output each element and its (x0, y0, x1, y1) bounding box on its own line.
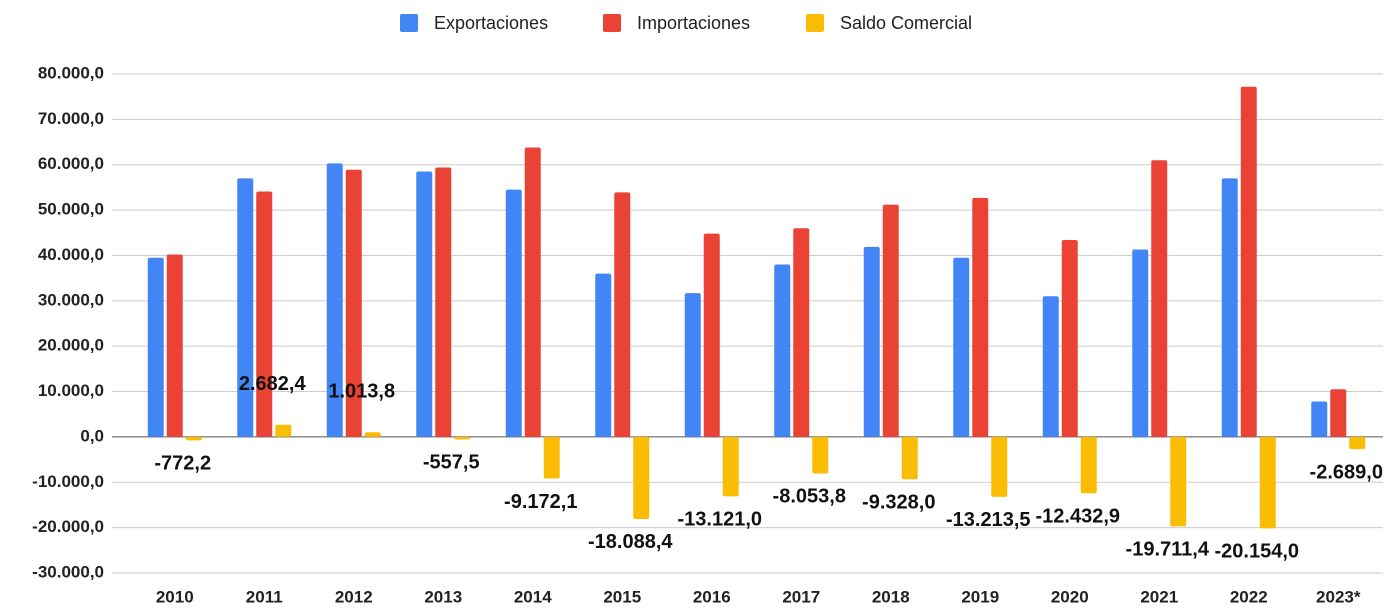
data-label: -772,2 (154, 453, 211, 475)
data-label: -557,5 (423, 452, 480, 474)
data-label: 1.013,8 (328, 381, 395, 403)
bar (703, 233, 720, 437)
bar (614, 192, 631, 437)
bar (1311, 401, 1328, 437)
bar (863, 246, 880, 437)
x-tick-label: 2021 (1140, 587, 1178, 606)
bar (882, 204, 899, 437)
data-label: -2.689,0 (1310, 461, 1383, 483)
y-tick-label: 20.000,0 (38, 336, 104, 355)
y-tick-label: 10.000,0 (38, 381, 104, 400)
bar (812, 436, 829, 474)
bar (416, 171, 433, 437)
bar (1170, 436, 1187, 527)
bar (345, 169, 362, 437)
bar (1151, 160, 1168, 437)
x-tick-label: 2014 (514, 587, 552, 606)
bar (1080, 436, 1097, 494)
x-tick-label: 2015 (603, 587, 641, 606)
data-label: -18.088,4 (588, 531, 673, 553)
bar (1061, 240, 1078, 437)
y-tick-label: 50.000,0 (38, 200, 104, 219)
y-tick-label: -20.000,0 (32, 517, 104, 536)
bar (684, 293, 701, 437)
x-tick-label: 2022 (1230, 587, 1268, 606)
y-tick-label: 80.000,0 (38, 63, 104, 82)
data-label: -9.328,0 (862, 492, 935, 514)
x-tick-label: 2016 (693, 587, 731, 606)
bar (454, 436, 471, 440)
bar (1259, 436, 1276, 529)
bar (1132, 249, 1149, 437)
bar (972, 197, 989, 437)
bar (505, 189, 522, 437)
legend-swatch (400, 14, 418, 32)
legend-label: Saldo Comercial (840, 13, 972, 33)
bar (953, 257, 970, 437)
legend-label: Exportaciones (434, 13, 548, 33)
legend-label: Importaciones (637, 13, 750, 33)
y-tick-label: 70.000,0 (38, 109, 104, 128)
bar (524, 147, 541, 437)
x-tick-label: 2020 (1051, 587, 1089, 606)
bar (595, 273, 612, 437)
data-label: -13.213,5 (946, 509, 1031, 531)
bar (901, 436, 918, 480)
bar (166, 254, 183, 437)
data-label: 2.682,4 (239, 373, 307, 395)
bar (1240, 86, 1257, 437)
bar (543, 436, 560, 479)
x-tick-label: 2018 (872, 587, 910, 606)
bar (722, 436, 739, 497)
bar (633, 436, 650, 519)
x-tick-label: 2017 (782, 587, 820, 606)
bar (435, 167, 452, 437)
x-tick-label: 2019 (961, 587, 999, 606)
bar (185, 436, 202, 441)
bar (237, 178, 254, 437)
x-tick-label: 2023* (1316, 587, 1361, 606)
legend-swatch (603, 14, 621, 32)
y-tick-label: -10.000,0 (32, 472, 104, 491)
x-tick-label: 2013 (424, 587, 462, 606)
bar (364, 432, 381, 437)
data-label: -13.121,0 (677, 509, 762, 531)
legend-swatch (806, 14, 824, 32)
y-tick-label: 0,0 (80, 426, 104, 445)
bar (1221, 178, 1238, 437)
bar (256, 191, 273, 437)
data-label: -12.432,9 (1035, 506, 1120, 528)
bar (774, 264, 791, 437)
data-label: -20.154,0 (1214, 541, 1299, 563)
data-label: -19.711,4 (1126, 539, 1210, 561)
y-tick-label: 40.000,0 (38, 245, 104, 264)
x-tick-label: 2012 (335, 587, 373, 606)
data-label: -8.053,8 (773, 486, 846, 508)
bar (147, 257, 164, 437)
x-tick-label: 2011 (246, 587, 283, 606)
x-tick-label: 2010 (156, 587, 194, 606)
y-tick-label: -30.000,0 (32, 562, 104, 581)
bar (991, 436, 1008, 497)
bar (275, 424, 292, 437)
y-tick-label: 60.000,0 (38, 154, 104, 173)
bar (326, 163, 343, 437)
bar (1330, 389, 1347, 437)
bar (793, 228, 810, 437)
bar (1349, 436, 1366, 450)
y-tick-label: 30.000,0 (38, 290, 104, 309)
bar (1042, 296, 1059, 437)
data-label: -9.172,1 (504, 491, 577, 513)
